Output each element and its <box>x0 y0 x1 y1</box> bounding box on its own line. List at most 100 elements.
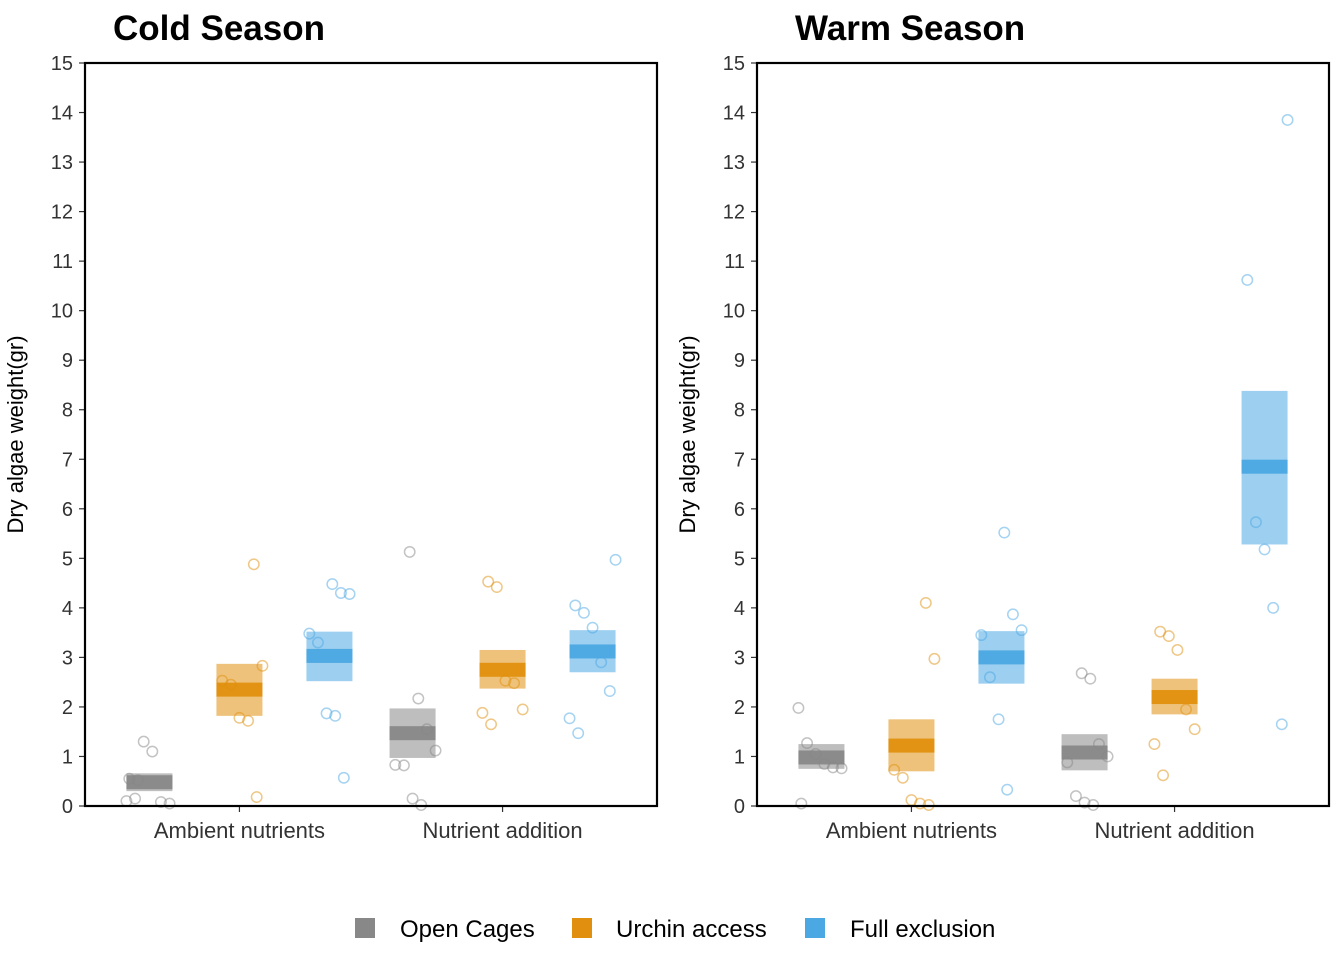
data-point <box>577 606 590 619</box>
data-point <box>1084 672 1097 685</box>
data-point <box>250 791 263 804</box>
data-point <box>343 588 356 600</box>
legend-label: Full exclusion <box>850 916 995 943</box>
data-point <box>137 735 150 748</box>
data-point <box>242 714 255 727</box>
data-point <box>569 599 582 612</box>
y-tick-label: 12 <box>51 202 73 224</box>
data-point <box>1148 738 1161 751</box>
data-point <box>1092 738 1105 751</box>
mean-bar <box>1241 459 1288 474</box>
data-point <box>809 748 822 760</box>
data-point <box>919 596 932 609</box>
panel-title-cold: Cold Season <box>113 9 325 48</box>
data-point <box>975 629 988 642</box>
data-point <box>1281 114 1294 126</box>
legend-label: Urchin access <box>616 916 767 943</box>
y-tick-label: 7 <box>62 449 73 471</box>
panel-title-warm: Warm Season <box>795 9 1025 48</box>
data-point <box>389 758 402 771</box>
data-point <box>1188 723 1201 736</box>
y-tick-label: 6 <box>62 499 73 521</box>
data-point <box>1180 703 1193 716</box>
data-point <box>482 575 495 588</box>
mean-bar <box>978 650 1025 665</box>
data-point <box>146 745 159 758</box>
data-point <box>609 553 622 566</box>
data-point <box>129 792 142 805</box>
y-axis-title-cold: Dry algae weight(gr) <box>3 335 28 533</box>
data-point <box>406 792 419 805</box>
data-point <box>429 744 442 757</box>
legend-swatch <box>355 918 375 938</box>
data-point <box>801 737 814 750</box>
legend-label: Open Cages <box>400 916 535 943</box>
data-point <box>131 774 144 787</box>
y-tick-label: 4 <box>62 598 73 620</box>
y-tick-label: 11 <box>52 251 73 273</box>
data-point <box>1075 667 1088 680</box>
y-tick-label: 0 <box>734 796 745 818</box>
data-point <box>1078 796 1091 809</box>
y-tick-label: 2 <box>734 697 745 719</box>
data-point <box>1267 601 1280 614</box>
y-tick-label: 12 <box>723 202 745 224</box>
data-point <box>1061 756 1074 769</box>
x-tick-label: Ambient nutrients <box>826 818 997 843</box>
data-point <box>311 636 324 649</box>
y-tick-label: 4 <box>734 598 745 620</box>
y-tick-label: 14 <box>51 103 73 125</box>
y-tick-label: 6 <box>734 499 745 521</box>
data-point <box>1006 608 1019 621</box>
data-point <box>508 677 521 690</box>
data-point <box>224 678 237 691</box>
data-point <box>490 581 503 594</box>
data-point <box>303 627 316 640</box>
data-point <box>888 763 901 776</box>
data-point <box>256 659 269 672</box>
data-point <box>563 712 576 725</box>
data-point <box>983 671 996 684</box>
data-point <box>1157 769 1170 782</box>
data-point <box>1069 790 1082 803</box>
y-tick-label: 11 <box>724 251 745 273</box>
y-tick-label: 8 <box>734 400 745 422</box>
data-point <box>499 674 512 687</box>
y-tick-label: 3 <box>62 647 73 669</box>
data-point <box>1162 630 1175 643</box>
y-tick-label: 7 <box>734 449 745 471</box>
data-point <box>992 713 1005 726</box>
panel-frame-cold <box>83 61 659 808</box>
y-tick-label: 10 <box>723 301 745 323</box>
data-point <box>835 762 848 775</box>
data-point <box>1101 750 1114 763</box>
data-point <box>1001 783 1014 796</box>
y-tick-label: 15 <box>723 53 745 75</box>
data-point <box>320 707 333 720</box>
data-point <box>998 526 1011 539</box>
mean-bar <box>479 662 526 677</box>
data-point <box>154 796 167 808</box>
y-tick-label: 2 <box>62 697 73 719</box>
mean-bar <box>389 726 436 741</box>
data-point <box>485 718 498 731</box>
data-point <box>1275 718 1288 731</box>
y-tick-label: 3 <box>734 647 745 669</box>
data-point <box>397 759 410 772</box>
y-tick-label: 0 <box>62 796 73 818</box>
panel-frame-warm <box>755 61 1331 808</box>
data-point <box>572 727 585 740</box>
data-point <box>326 578 339 591</box>
data-point <box>603 685 616 698</box>
y-tick-label: 15 <box>51 53 73 75</box>
data-point <box>928 652 941 665</box>
x-tick-label: Ambient nutrients <box>154 818 325 843</box>
mean-bar <box>1151 690 1198 705</box>
y-tick-label: 5 <box>62 548 73 570</box>
y-tick-label: 14 <box>723 103 745 125</box>
x-tick-label: Nutrient addition <box>1094 818 1254 843</box>
y-axis-title-warm: Dry algae weight(gr) <box>675 335 700 533</box>
data-point <box>329 709 342 722</box>
